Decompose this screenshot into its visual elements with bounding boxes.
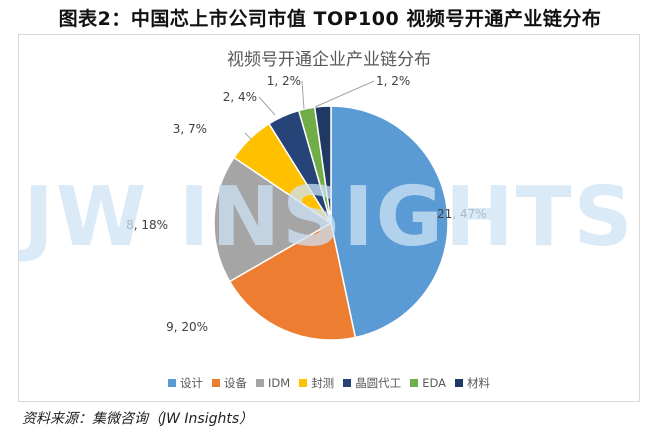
data-label-3: 3, 7%	[173, 122, 207, 136]
data-label-5: 1, 2%	[267, 74, 301, 88]
data-label-4: 2, 4%	[223, 90, 257, 104]
pie-slice-0	[330, 105, 449, 339]
chart-area: 视频号开通企业产业链分布 21, 47% 9, 20% 8, 18% 3, 7% 2, …	[18, 34, 640, 402]
legend-swatch	[299, 379, 308, 387]
legend-item-3: 封测	[299, 375, 334, 391]
leader-line-3	[244, 132, 252, 140]
legend-label: IDM	[268, 376, 291, 390]
legend-label: 设计	[180, 376, 204, 390]
pie-slice-2	[213, 156, 333, 283]
legend-label: 材料	[466, 376, 490, 390]
leader-line-6	[314, 80, 375, 108]
legend-item-1: 设备	[212, 375, 247, 391]
legend-item-5: EDA	[410, 375, 446, 391]
legend-item-6: 材料	[454, 375, 490, 391]
legend-label: 封测	[311, 376, 335, 390]
legend-item-2: IDM	[256, 375, 290, 391]
data-label-2: 8, 18%	[126, 218, 168, 232]
legend-swatch	[168, 379, 177, 387]
chart-title: 视频号开通企业产业链分布	[227, 50, 431, 70]
legend-item-4: 晶圆代工	[343, 375, 401, 391]
legend-item-0: 设计	[168, 375, 203, 391]
legend-swatch	[256, 379, 265, 387]
pie-chart: 21, 47% 9, 20% 8, 18% 3, 7% 2, 4% 1, 2% 1, 2%	[126, 74, 487, 341]
leader-line-5	[301, 80, 305, 110]
figure-title: 图表2：中国芯上市公司市值 TOP100 视频号开通产业链分布	[58, 8, 602, 30]
pie-slice-1	[228, 221, 357, 341]
leader-line-4	[258, 96, 276, 116]
legend-swatch	[410, 379, 419, 387]
source-note: 资料来源：集微咨询（JW Insights）	[22, 411, 254, 427]
data-label-1: 9, 20%	[166, 320, 208, 334]
legend-label: 设备	[224, 376, 248, 390]
data-label-0: 21, 47%	[437, 207, 487, 221]
chart-legend: 设计 设备 IDM 封测 晶圆代工 EDA 材料	[19, 375, 639, 391]
legend-swatch	[212, 379, 221, 387]
legend-label: EDA	[422, 376, 446, 390]
pie-slice-6	[313, 105, 332, 224]
legend-swatch	[343, 379, 352, 387]
data-label-6: 1, 2%	[376, 74, 410, 88]
legend-swatch	[454, 379, 463, 387]
legend-label: 晶圆代工	[355, 376, 402, 390]
